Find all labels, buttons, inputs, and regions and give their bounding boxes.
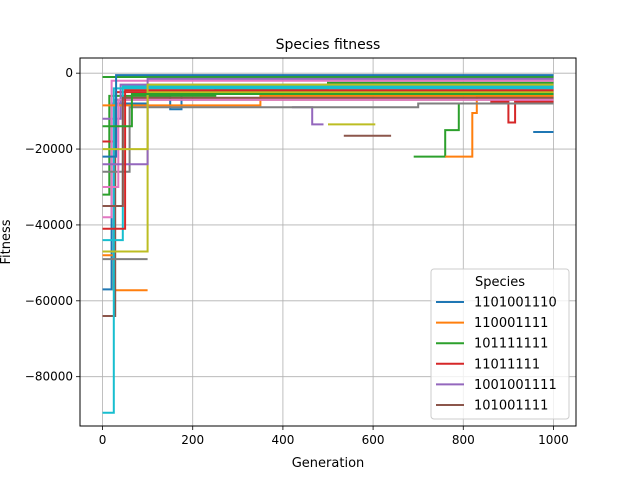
y-axis-label: Fitness (0, 219, 14, 264)
series-line (102, 91, 554, 253)
legend-items: 1101001110 110001111 101111111 11011111 1001… (436, 296, 557, 414)
series-line (102, 98, 554, 188)
x-tick-label: 600 (362, 433, 385, 447)
y-tick-label: −60000 (25, 294, 73, 308)
y-tick-label: 0 (65, 66, 73, 80)
legend-label: 1001001111 (474, 378, 557, 393)
plot-frame (79, 57, 577, 427)
legend-label: 101111111 (474, 337, 548, 352)
x-tick-label: 800 (452, 433, 475, 447)
y-tick-label: −20000 (25, 142, 73, 156)
legend-label: 101001111 (474, 399, 548, 414)
x-tick-label: 1000 (538, 433, 569, 447)
y-tick-label: −80000 (25, 370, 73, 384)
legend-label: 110001111 (474, 316, 548, 331)
series-line (490, 100, 554, 124)
series-line (102, 74, 554, 158)
series-line (102, 96, 554, 207)
series-line (102, 89, 554, 230)
legend-box (430, 268, 570, 420)
series-layer (102, 74, 554, 414)
series-line (102, 93, 554, 128)
x-axis: 0 200 400 600 800 1000 (99, 426, 569, 447)
y-axis: 0 −20000 −40000 −60000 −80000 (25, 66, 80, 384)
legend-label: 1101001110 (474, 296, 557, 311)
legend-label: 11011111 (474, 357, 540, 372)
legend-title: Species (475, 275, 525, 290)
x-tick-label: 200 (181, 433, 204, 447)
y-tick-label: −40000 (25, 218, 73, 232)
legend: Species 11010011101100011111011111111101… (430, 268, 570, 420)
x-tick-label: 400 (271, 433, 294, 447)
chart-title: Species fitness (276, 37, 381, 53)
series-line (102, 83, 554, 151)
x-tick-label: 0 (99, 433, 107, 447)
x-axis-label: Generation (292, 456, 365, 471)
